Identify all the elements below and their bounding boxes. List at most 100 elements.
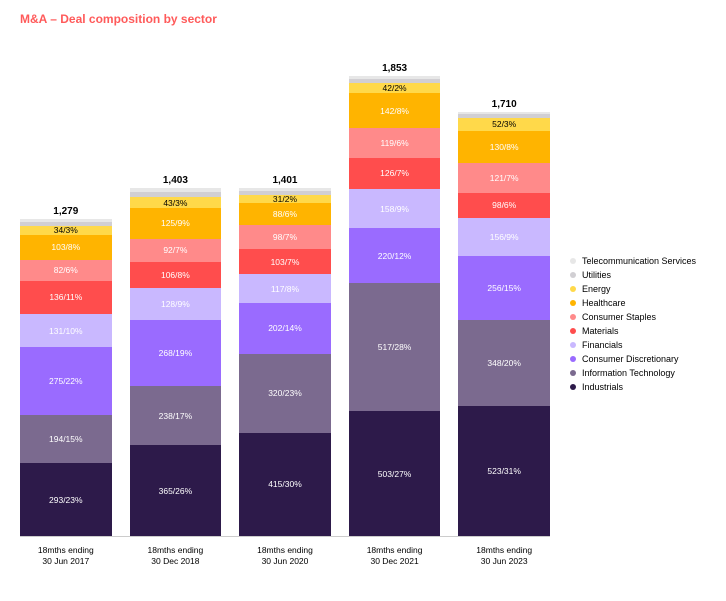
legend-swatch [570,384,576,390]
bar-total-label: 1,403 [130,175,222,186]
axis-label-line1: 18mths ending [239,545,331,556]
axis-label-line2: 30 Jun 2017 [20,556,112,567]
legend-item-cstaples: Consumer Staples [570,312,716,322]
segment-cstaples: 121/7% [458,163,550,193]
bar-column: 1,279 34/3%103/8%82/6%136/11%131/10%275/2… [20,206,112,536]
legend-swatch [570,342,576,348]
chart-container: 1,279 34/3%103/8%82/6%136/11%131/10%275/2… [20,56,716,567]
bar-column: 1,403 43/3%125/9%92/7%106/8%128/9%268/19%… [130,175,222,536]
segment-industrials: 415/30% [239,433,331,536]
segment-financials: 131/10% [20,314,112,347]
segment-cdisc: 256/15% [458,256,550,320]
segment-industrials: 503/27% [349,411,441,536]
segment-it: 194/15% [20,415,112,463]
legend-item-energy: Energy [570,284,716,294]
segment-financials: 128/9% [130,288,222,320]
segment-cstaples: 92/7% [130,239,222,262]
segment-healthcare: 125/9% [130,208,222,239]
legend-swatch [570,356,576,362]
segment-industrials: 365/26% [130,445,222,536]
legend-label: Healthcare [582,298,626,308]
segment-cstaples: 98/7% [239,225,331,249]
bar-column: 1,710 52/3%130/8%121/7%98/6%156/9%256/15%… [458,99,550,536]
segment-it: 517/28% [349,283,441,411]
bar-column: 1,853 42/2%142/8%119/6%126/7%158/9%220/12… [349,63,441,536]
segment-healthcare: 88/6% [239,203,331,225]
legend-label: Consumer Discretionary [582,354,679,364]
legend-swatch [570,300,576,306]
legend-label: Information Technology [582,368,675,378]
segment-energy: 43/3% [130,197,222,208]
bar-stack: 34/3%103/8%82/6%136/11%131/10%275/22%194… [20,219,112,536]
legend-label: Consumer Staples [582,312,656,322]
bar-column: 1,40131/2%88/6%98/7%103/7%117/8%202/14%3… [239,175,331,536]
segment-healthcare: 142/8% [349,93,441,128]
legend: Telecommunication Services Utilities Energ… [550,56,716,396]
segment-materials: 106/8% [130,262,222,288]
segment-energy: 42/2% [349,83,441,93]
legend-item-it: Information Technology [570,368,716,378]
bar-total-label: 1,710 [458,99,550,110]
segment-energy: 34/3% [20,226,112,234]
legend-label: Materials [582,326,619,336]
segment-cdisc: 275/22% [20,347,112,415]
segment-cstaples: 119/6% [349,128,441,158]
bar-stack: 52/3%130/8%121/7%98/6%156/9%256/15%348/2… [458,112,550,536]
legend-swatch [570,258,576,264]
axis-label-line1: 18mths ending [349,545,441,556]
axis-label-line1: 18mths ending [130,545,222,556]
axis-label-line2: 30 Dec 2021 [349,556,441,567]
legend-item-cdisc: Consumer Discretionary [570,354,716,364]
axis-label-line2: 30 Jun 2023 [458,556,550,567]
legend-item-utilities: Utilities [570,270,716,280]
legend-label: Energy [582,284,611,294]
segment-energy: 52/3% [458,118,550,131]
legend-item-telecom: Telecommunication Services [570,256,716,266]
bar-stack: 42/2%142/8%119/6%126/7%158/9%220/12%517/… [349,76,441,536]
segment-healthcare: 130/8% [458,131,550,163]
axis-label-line2: 30 Dec 2018 [130,556,222,567]
segment-materials: 136/11% [20,281,112,315]
axis-labels-row: 18mths ending30 Jun 201718mths ending30 … [20,545,550,567]
axis-label: 18mths ending30 Dec 2021 [349,545,441,567]
bar-total-label: 1,853 [349,63,441,74]
axis-label: 18mths ending30 Jun 2020 [239,545,331,567]
legend-label: Utilities [582,270,611,280]
legend-label: Industrials [582,382,623,392]
axis-label: 18mths ending30 Jun 2023 [458,545,550,567]
axis-label-line1: 18mths ending [458,545,550,556]
segment-cdisc: 268/19% [130,320,222,387]
segment-financials: 156/9% [458,218,550,257]
segment-financials: 117/8% [239,274,331,303]
legend-item-industrials: Industrials [570,382,716,392]
segment-it: 320/23% [239,354,331,433]
bars-row: 1,279 34/3%103/8%82/6%136/11%131/10%275/2… [20,56,550,536]
segment-industrials: 523/31% [458,406,550,536]
segment-industrials: 293/23% [20,463,112,536]
legend-swatch [570,328,576,334]
chart-title: M&A – Deal composition by sector [20,12,716,26]
legend-swatch [570,286,576,292]
legend-item-healthcare: Healthcare [570,298,716,308]
bar-stack: 31/2%88/6%98/7%103/7%117/8%202/14%320/23… [239,188,331,536]
legend-swatch [570,314,576,320]
chart-plot-area: 1,279 34/3%103/8%82/6%136/11%131/10%275/2… [20,56,550,567]
legend-label: Financials [582,340,623,350]
segment-cstaples: 82/6% [20,260,112,280]
legend-label: Telecommunication Services [582,256,696,266]
segment-healthcare: 103/8% [20,235,112,261]
segment-materials: 103/7% [239,249,331,275]
bar-total-label: 1,279 [20,206,112,217]
segment-financials: 158/9% [349,189,441,228]
segment-cdisc: 202/14% [239,303,331,353]
legend-swatch [570,272,576,278]
legend-item-materials: Materials [570,326,716,336]
bar-stack: 43/3%125/9%92/7%106/8%128/9%268/19%238/1… [130,188,222,536]
legend-item-financials: Financials [570,340,716,350]
segment-materials: 126/7% [349,158,441,189]
segment-energy: 31/2% [239,195,331,203]
segment-cdisc: 220/12% [349,228,441,283]
segment-it: 348/20% [458,320,550,406]
axis-label-line1: 18mths ending [20,545,112,556]
axis-label-line2: 30 Jun 2020 [239,556,331,567]
